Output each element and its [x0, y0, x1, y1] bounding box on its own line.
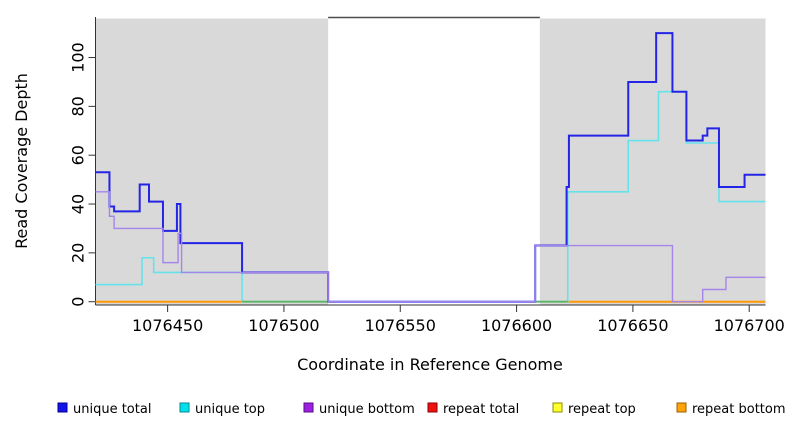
legend-label-repeat-bottom: repeat bottom	[692, 402, 786, 417]
legend-swatch-unique-top	[179, 402, 190, 413]
x-tick-label: 1076700	[714, 316, 785, 335]
x-tick-label: 1076450	[132, 316, 203, 335]
x-tick-label: 1076550	[365, 316, 436, 335]
legend-label-repeat-top: repeat top	[568, 402, 636, 417]
legend-label-unique-top: unique top	[195, 402, 265, 417]
y-tick-label: 80	[69, 96, 88, 116]
legend-item-unique-total: unique total	[57, 402, 151, 417]
legend-label-unique-total: unique total	[73, 402, 151, 417]
repeat-region-band-1	[539, 18, 766, 305]
y-tick-label: 40	[69, 194, 88, 214]
x-tick-label: 1076500	[248, 316, 319, 335]
legend-item-unique-bottom: unique bottom	[303, 402, 415, 417]
legend-label-unique-bottom: unique bottom	[319, 402, 415, 417]
plot-layer: 0 20 40 60 80 100 1076450 1076500 1076550 1076600…	[69, 16, 785, 335]
legend-label-repeat-total: repeat total	[443, 402, 519, 417]
series-line-unique-bottom	[95, 191, 766, 303]
legend-swatch-unique-total	[57, 402, 68, 413]
y-tick-label: 100	[69, 42, 88, 73]
y-tick-label: 0	[69, 297, 88, 307]
y-tick-label: 20	[69, 243, 88, 263]
y-tick-label: 60	[69, 145, 88, 165]
x-tick-label: 1076650	[597, 316, 668, 335]
legend-item-repeat-total: repeat total	[427, 402, 519, 417]
series-line-unique-top	[95, 90, 766, 303]
legend-item-unique-top: unique top	[179, 402, 265, 417]
x-axis-title: Coordinate in Reference Genome	[297, 355, 563, 374]
x-tick-label: 1076600	[481, 316, 552, 335]
legend-swatch-repeat-bottom	[676, 402, 687, 413]
repeat-region-band-0	[95, 18, 329, 305]
legend-swatch-unique-bottom	[303, 402, 314, 413]
legend-swatch-repeat-total	[427, 402, 438, 413]
legend: unique total unique top unique bottom repea…	[57, 402, 786, 417]
y-axis-title: Read Coverage Depth	[12, 73, 31, 249]
legend-item-repeat-bottom: repeat bottom	[676, 402, 786, 417]
legend-swatch-repeat-top	[552, 402, 563, 413]
legend-item-repeat-top: repeat top	[552, 402, 636, 417]
